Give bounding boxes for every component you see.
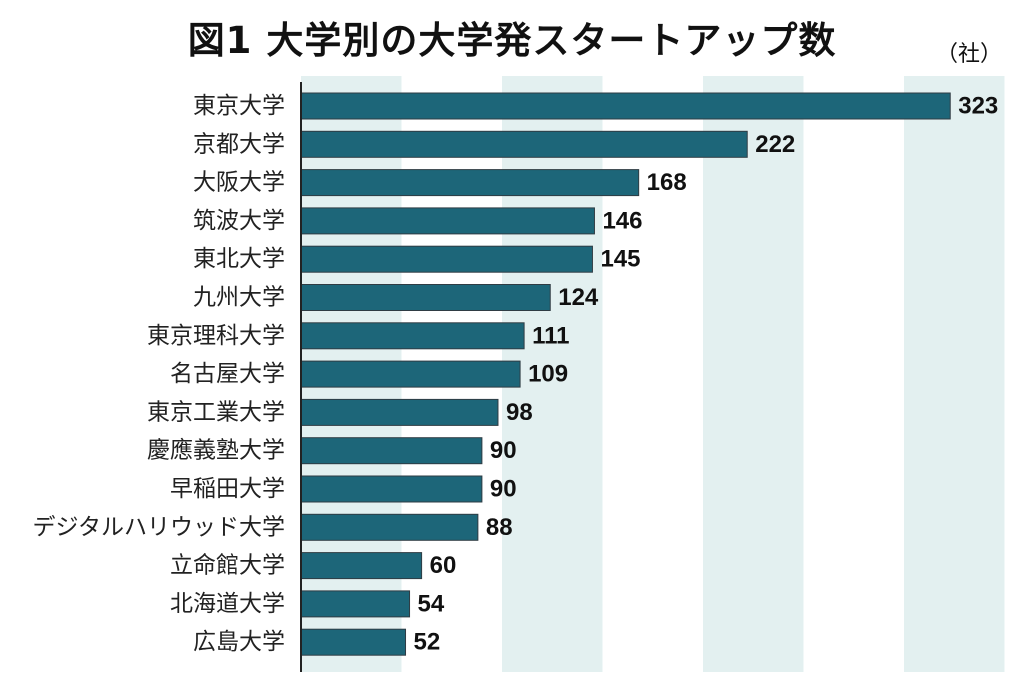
category-label: 東京大学 <box>193 93 285 119</box>
value-label: 168 <box>647 169 687 196</box>
value-label: 60 <box>430 552 457 579</box>
value-label: 52 <box>414 629 441 656</box>
category-label: 東京理科大学 <box>147 323 285 349</box>
value-label: 323 <box>958 93 998 120</box>
category-label: 九州大学 <box>193 285 285 311</box>
category-label: 早稲田大学 <box>170 476 285 502</box>
bar <box>300 628 407 656</box>
category-label: 東京工業大学 <box>147 399 285 425</box>
bars <box>300 92 951 656</box>
chart-title: 図1 大学別の大学発スタートアップ数 <box>187 19 837 62</box>
bar <box>300 552 423 580</box>
value-label: 88 <box>486 514 513 541</box>
value-label: 146 <box>602 207 642 234</box>
bar <box>300 590 411 618</box>
bar <box>300 245 593 273</box>
category-label: 大阪大学 <box>193 170 285 196</box>
value-label: 145 <box>600 246 640 273</box>
value-label: 90 <box>490 437 517 464</box>
category-label: 名古屋大学 <box>170 361 285 387</box>
category-label: 東北大学 <box>193 246 285 272</box>
bar <box>300 130 748 158</box>
background-band <box>904 76 1005 672</box>
value-label: 111 <box>532 322 569 349</box>
bar <box>300 475 483 503</box>
value-label: 109 <box>528 361 568 388</box>
category-label: 広島大学 <box>193 629 285 655</box>
value-label: 98 <box>506 399 533 426</box>
background-band <box>703 76 804 672</box>
value-label: 54 <box>418 590 445 617</box>
category-label: デジタルハリウッド大学 <box>32 514 285 540</box>
category-label: 立命館大学 <box>170 553 285 579</box>
bar <box>300 513 479 541</box>
value-label: 222 <box>755 131 795 158</box>
bar <box>300 284 551 311</box>
value-label: 90 <box>490 476 517 503</box>
bar <box>300 169 640 197</box>
bar <box>300 322 525 350</box>
bar <box>300 360 521 388</box>
unit-label: （社） <box>935 42 1002 67</box>
category-label: 京都大学 <box>193 131 285 157</box>
bar <box>300 92 951 120</box>
category-label: 筑波大学 <box>193 208 285 234</box>
category-labels: 東京大学京都大学大阪大学筑波大学東北大学九州大学東京理科大学名古屋大学東京工業大… <box>32 93 285 655</box>
category-label: 北海道大学 <box>170 591 285 617</box>
bar <box>300 207 595 235</box>
value-label: 124 <box>558 284 599 311</box>
category-label: 慶應義塾大学 <box>147 438 285 464</box>
bar <box>300 398 499 426</box>
bar <box>300 437 483 465</box>
